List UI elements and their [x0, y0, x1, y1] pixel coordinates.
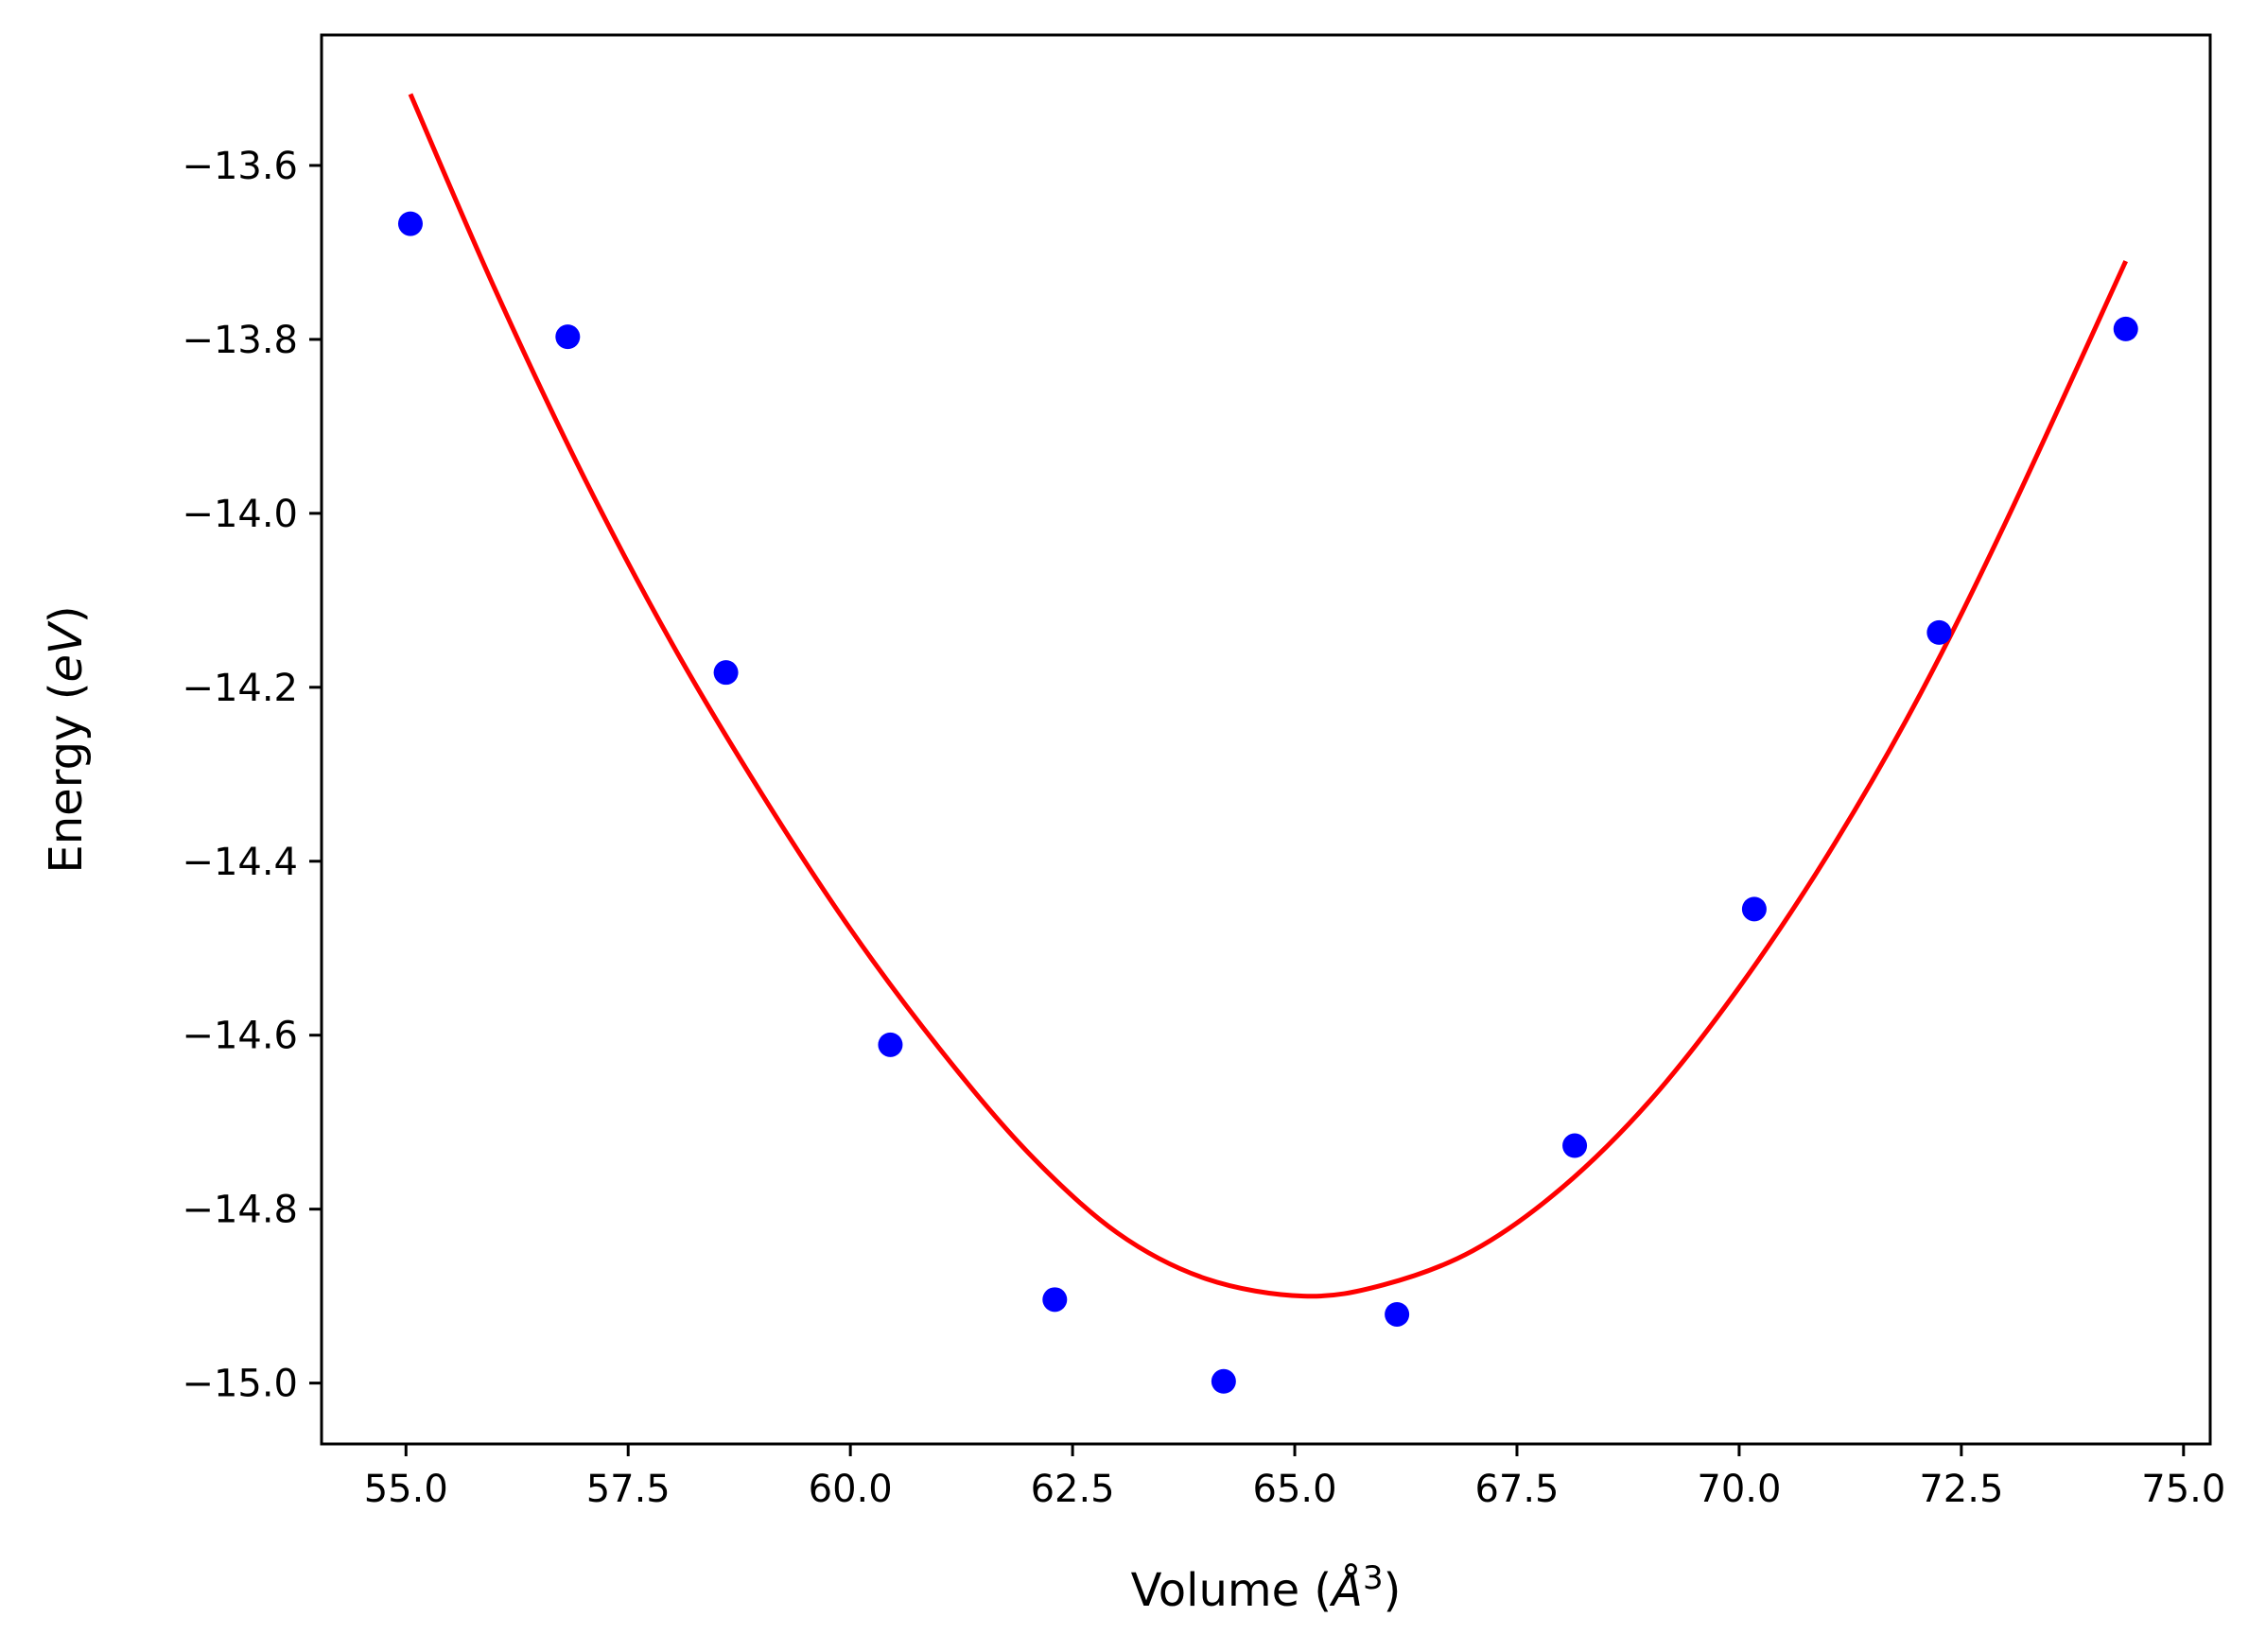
plot-area [397, 93, 2138, 1394]
axes-frame [320, 33, 2212, 1446]
x-tick-label: 72.5 [1919, 1468, 2003, 1511]
x-axis-label: Volume (Å3) [1131, 1559, 1402, 1617]
data-point [555, 324, 581, 350]
data-point [878, 1032, 903, 1057]
data-point [1042, 1287, 1068, 1313]
x-tick-label: 55.0 [364, 1468, 448, 1511]
x-tick-label: 62.5 [1031, 1468, 1115, 1511]
data-point [1926, 619, 1952, 645]
fit-curve [408, 93, 2128, 1299]
y-tick-label: −14.8 [182, 1189, 298, 1232]
data-point [1562, 1133, 1588, 1158]
y-tick-label: −13.6 [182, 145, 298, 188]
y-axis-label: Energy (eV) [40, 605, 93, 873]
x-tick-label: 70.0 [1697, 1468, 1781, 1511]
y-tick-label: −14.6 [182, 1015, 298, 1058]
x-axis-unit: Å [1329, 1563, 1363, 1617]
data-point [2113, 316, 2138, 341]
y-tick-label: −14.2 [182, 667, 298, 710]
y-tick-label: −13.8 [182, 319, 298, 362]
x-tick-label: 65.0 [1253, 1468, 1337, 1511]
x-axis-label-text: Volume [1131, 1564, 1300, 1617]
data-point [713, 660, 739, 686]
x-axis-unit-exponent: 3 [1363, 1559, 1384, 1597]
y-axis-unit: eV [40, 620, 93, 683]
x-axis-ticks: 55.0 57.5 60.0 62.5 65.0 67.5 70.0 72.5 75.0 [364, 1444, 2225, 1511]
y-axis-label-text: Energy [40, 715, 93, 874]
x-tick-label: 75.0 [2141, 1468, 2225, 1511]
data-point [397, 211, 423, 236]
x-tick-label: 67.5 [1474, 1468, 1559, 1511]
data-point [1211, 1368, 1236, 1394]
data-point [1741, 896, 1767, 922]
data-point [1385, 1301, 1410, 1327]
y-tick-label: −14.0 [182, 493, 298, 536]
y-tick-label: −15.0 [182, 1363, 298, 1406]
y-axis-ticks: −13.6 −13.8 −14.0 −14.2 −14.4 −14.6 −14.8 −15.0 [182, 145, 322, 1406]
y-tick-label: −14.4 [182, 841, 298, 884]
x-tick-label: 60.0 [809, 1468, 893, 1511]
x-tick-label: 57.5 [586, 1468, 671, 1511]
